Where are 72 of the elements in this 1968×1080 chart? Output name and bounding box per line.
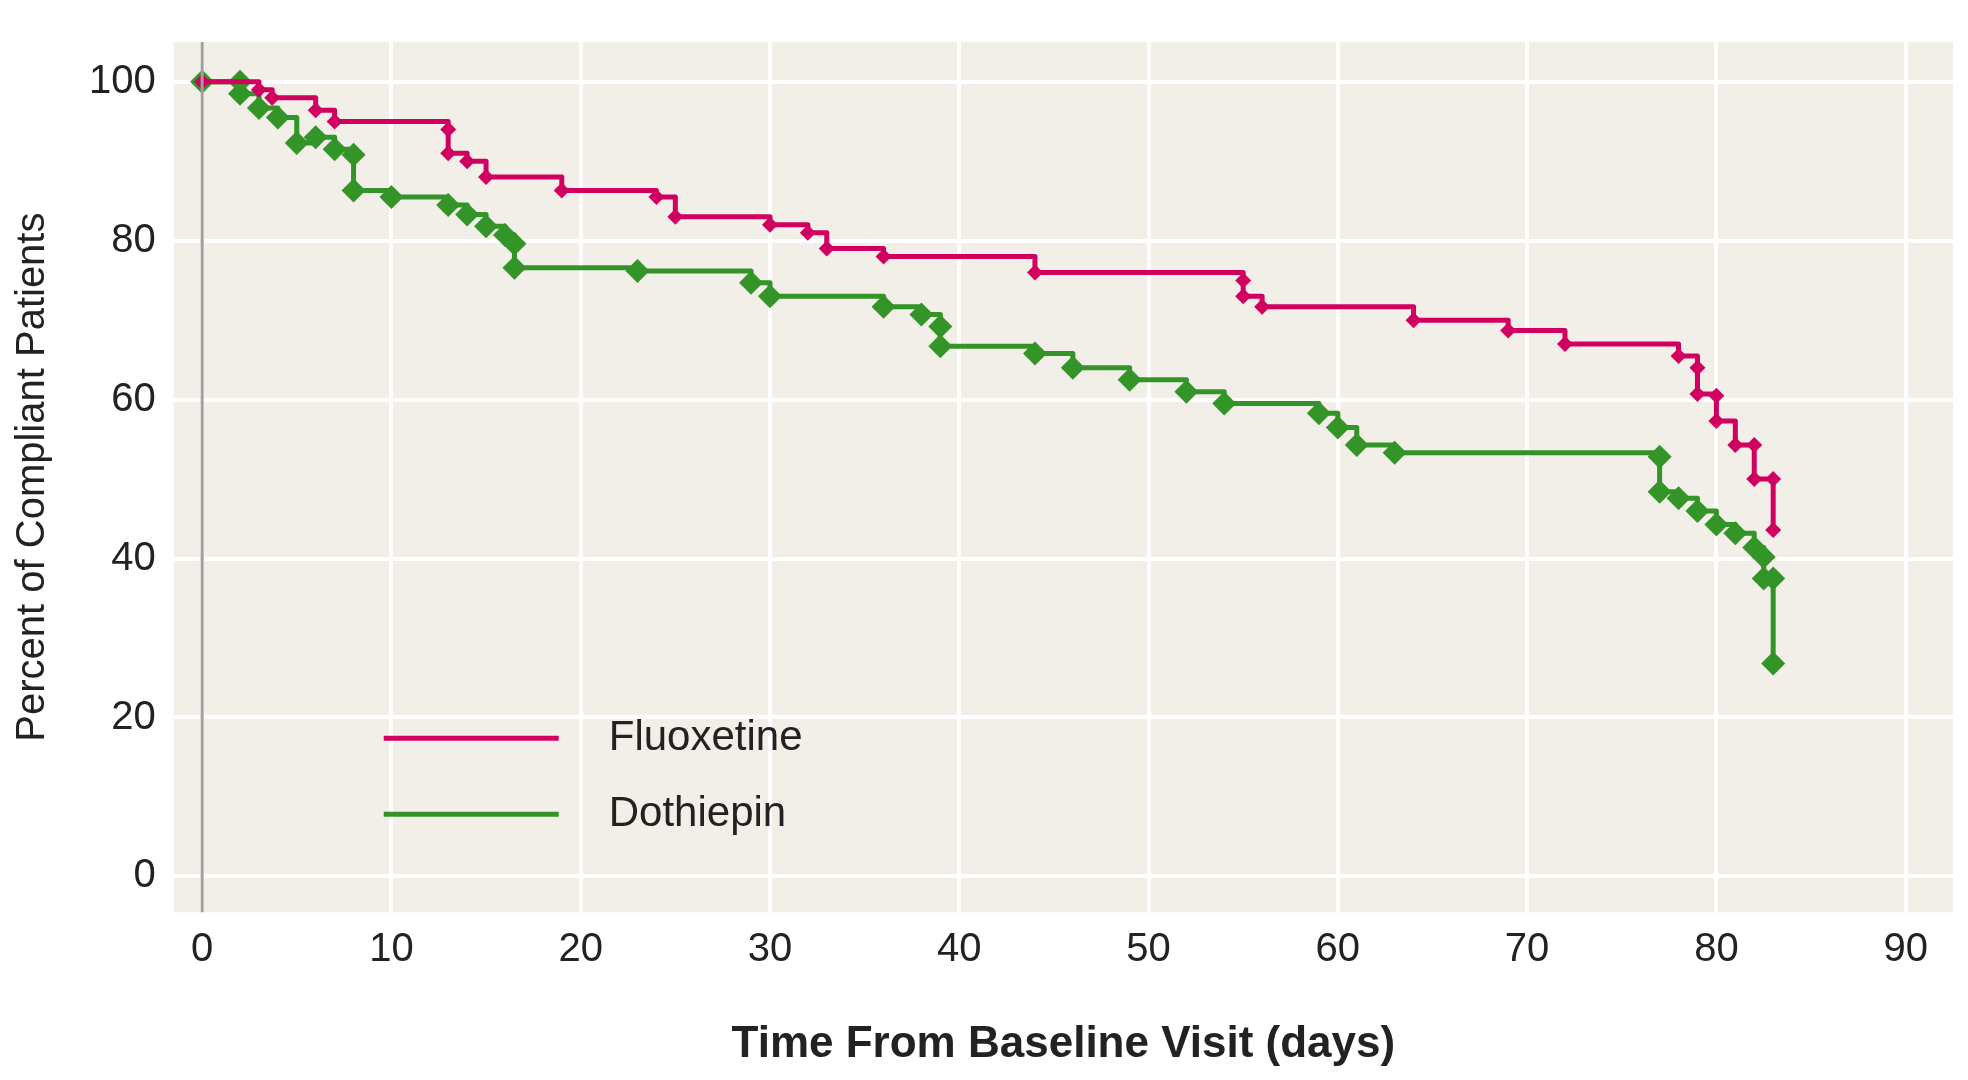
point	[284, 130, 309, 155]
x-tick-label: 30	[747, 925, 793, 970]
legend-label: Fluoxetine	[608, 711, 803, 759]
point	[1751, 544, 1776, 569]
point	[1117, 367, 1142, 392]
y-tick-label: 20	[111, 692, 156, 737]
point	[264, 89, 281, 106]
point	[739, 270, 764, 295]
point	[1708, 413, 1725, 430]
point	[1235, 272, 1252, 289]
point	[928, 334, 953, 359]
legend-label: Dothiepin	[608, 787, 787, 835]
point	[667, 208, 684, 225]
point	[307, 102, 324, 119]
point	[379, 184, 404, 209]
point	[1685, 498, 1710, 523]
point	[1723, 521, 1748, 546]
y-tick-label: 0	[133, 851, 156, 896]
point	[1212, 391, 1237, 416]
y-tick-label: 60	[111, 374, 156, 419]
x-tick-label: 20	[558, 925, 603, 970]
point	[341, 178, 366, 203]
point	[928, 314, 953, 339]
point	[1761, 651, 1786, 676]
x-tick-label: 60	[1315, 925, 1361, 970]
point	[1022, 341, 1047, 366]
point	[1306, 401, 1331, 426]
point	[474, 214, 499, 239]
point	[1704, 512, 1729, 537]
point	[1382, 440, 1407, 465]
point	[265, 105, 290, 130]
point	[440, 145, 457, 162]
point	[757, 284, 782, 309]
x-tick-label: 90	[1883, 925, 1928, 970]
y-tick-label: 100	[88, 56, 156, 101]
x-axis-title: Time From Baseline Visit (days)	[731, 1016, 1396, 1066]
point	[1666, 486, 1691, 511]
point	[1647, 479, 1672, 504]
point	[909, 302, 934, 327]
point	[1746, 436, 1763, 453]
point	[553, 182, 570, 199]
x-tick-label: 50	[1126, 925, 1171, 970]
point	[1708, 387, 1725, 404]
point	[502, 255, 527, 280]
point	[436, 192, 461, 217]
point	[1235, 288, 1252, 305]
point	[625, 258, 650, 283]
point	[871, 294, 896, 319]
x-tick-label: 70	[1504, 925, 1550, 970]
point	[502, 231, 527, 256]
y-tick-label: 40	[111, 533, 156, 578]
point	[1405, 312, 1422, 329]
x-tick-label: 40	[937, 925, 982, 970]
x-tick-label: 10	[369, 925, 414, 970]
point	[1647, 444, 1672, 469]
point	[322, 137, 347, 162]
point	[341, 142, 366, 167]
point	[1060, 355, 1085, 380]
y-axis-title: Percent of Compliant Patients	[8, 212, 53, 742]
x-tick-label: 0	[191, 925, 214, 970]
point	[1344, 432, 1369, 457]
x-tick-label: 80	[1694, 925, 1739, 970]
point	[440, 121, 457, 138]
y-tick-label: 80	[111, 215, 156, 260]
point	[1325, 415, 1350, 440]
point	[303, 125, 328, 150]
point	[246, 95, 271, 120]
point	[1174, 379, 1199, 404]
point	[1026, 264, 1043, 281]
point	[1689, 386, 1706, 403]
point	[818, 240, 835, 257]
point	[455, 202, 480, 227]
